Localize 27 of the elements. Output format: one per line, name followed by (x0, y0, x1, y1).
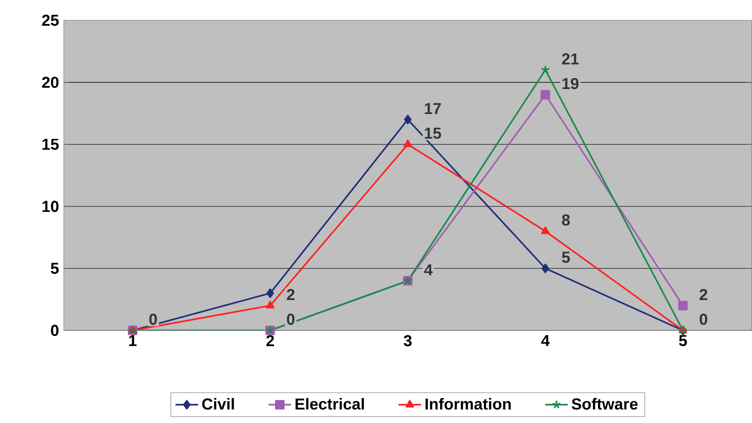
data-label: 19 (562, 78, 579, 90)
x-tick-label: 1 (129, 335, 137, 346)
legend-label: Information (426, 398, 511, 410)
y-tick-label: 10 (42, 200, 58, 212)
data-label: 2 (286, 289, 294, 300)
legend-label: Software (572, 398, 638, 410)
y-tick-label: 25 (42, 14, 59, 26)
data-label: 8 (562, 214, 570, 226)
data-label: 15 (424, 128, 442, 140)
data-label: 17 (424, 103, 441, 114)
x-tick-label: 2 (266, 335, 274, 346)
y-tick-label: 0 (50, 325, 58, 336)
legend-label: Civil (202, 398, 234, 410)
data-label: 0 (149, 314, 157, 326)
x-tick-label: 3 (404, 335, 412, 347)
y-tick-label: 20 (42, 76, 58, 88)
data-label: 2 (700, 289, 708, 300)
data-label: 4 (424, 264, 433, 276)
legend-label: Electrical (296, 398, 364, 410)
data-label: 5 (562, 252, 570, 264)
x-tick-label: 5 (679, 335, 687, 346)
x-tick-label: 4 (541, 335, 550, 346)
data-label: 0 (700, 314, 708, 326)
data-label: 0 (286, 314, 294, 326)
y-tick-label: 15 (42, 139, 59, 150)
data-label: 21 (562, 54, 579, 65)
y-tick-label: 5 (50, 263, 59, 274)
